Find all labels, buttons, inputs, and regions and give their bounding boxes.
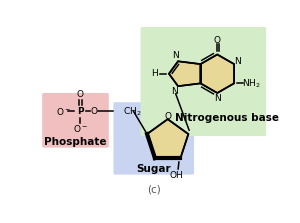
Text: CH$_2$: CH$_2$ [123,105,141,118]
Text: O: O [76,90,84,99]
Text: N: N [172,51,179,60]
Text: H: H [152,69,158,78]
FancyBboxPatch shape [141,27,266,136]
FancyBboxPatch shape [42,93,109,148]
Text: Phosphate: Phosphate [44,137,107,147]
Text: N: N [214,94,221,103]
Text: (c): (c) [147,184,160,194]
Text: N: N [235,57,241,66]
Text: OH: OH [170,171,184,180]
Text: Nitrogenous base: Nitrogenous base [176,113,279,123]
Text: O$^-$: O$^-$ [56,106,70,117]
FancyBboxPatch shape [113,102,194,175]
Polygon shape [169,61,200,86]
Text: O: O [91,107,98,116]
Text: NH$_2$: NH$_2$ [242,77,260,90]
Text: O$^-$: O$^-$ [73,123,88,134]
Text: O: O [214,36,221,45]
Text: Sugar: Sugar [136,164,171,174]
Text: N: N [171,87,178,96]
Text: O: O [164,112,171,121]
Text: P: P [77,107,83,116]
Polygon shape [200,54,234,93]
Polygon shape [147,119,188,158]
